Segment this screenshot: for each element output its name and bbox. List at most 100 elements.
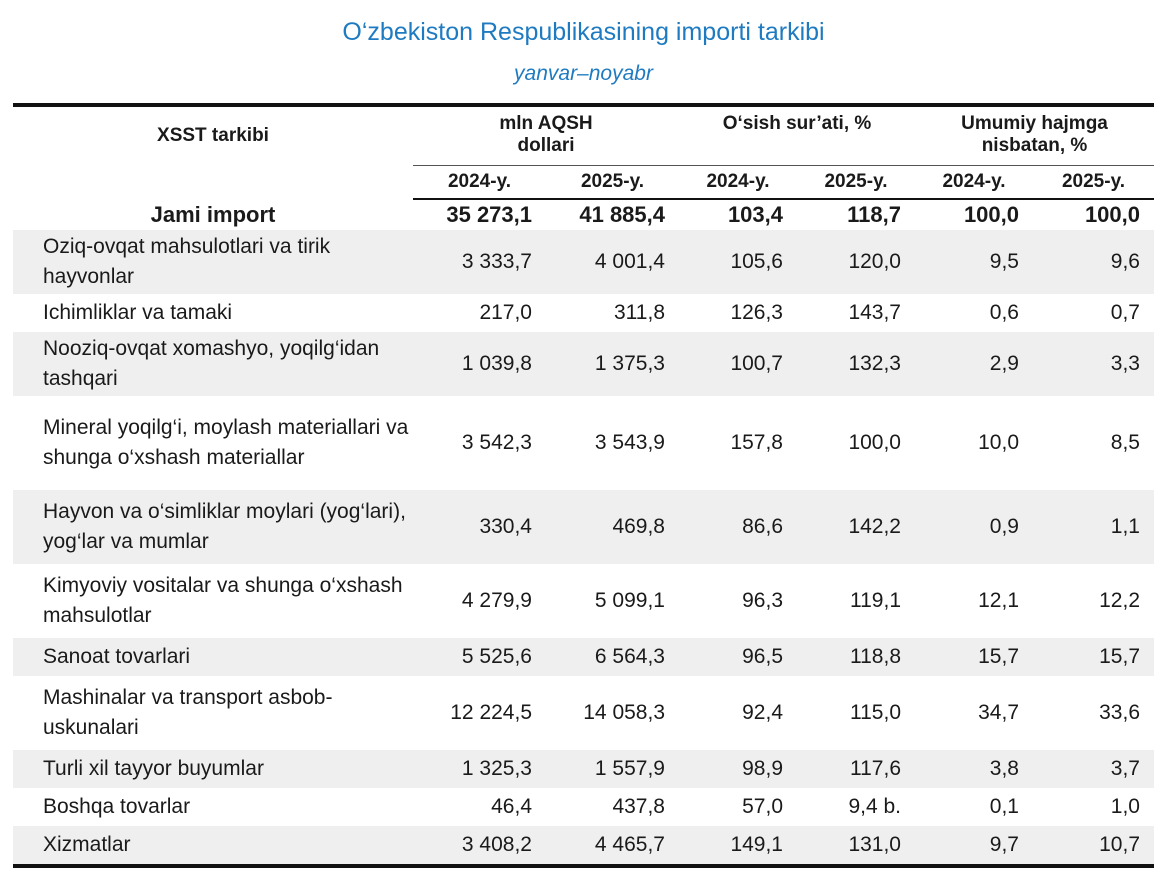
cell-usd-2025: 4 465,7 — [546, 826, 679, 868]
cell-growth-2024: 103,4 — [727, 202, 783, 227]
row-name: Xizmatlar — [13, 826, 413, 868]
row-name: Nooziq-ovqat xomashyo, yoqilg‘idan tashq… — [13, 332, 413, 396]
cell-usd-2024: 3 333,7 — [413, 230, 546, 294]
cell-growth-2025: 118,7 — [847, 202, 901, 227]
table-row: Mashinalar va transport asbob-uskunalari… — [13, 676, 1154, 750]
table-row: Xizmatlar 3 408,2 4 465,7 149,1 131,0 9,7 10,7 — [13, 826, 1154, 868]
header-usd-2024: 2024-y. — [413, 165, 546, 200]
table-row: Sanoat tovarlari 5 525,6 6 564,3 96,5 118,8 1… — [13, 638, 1154, 676]
cell-usd-2025: 1 557,9 — [546, 750, 679, 788]
cell-share-2025: 100,0 — [1084, 202, 1140, 227]
cell-growth-2025: 143,7 — [848, 301, 901, 324]
cell-share-2024: 12,1 — [978, 589, 1019, 612]
header-growth-rate: O‘sish sur’ati, % — [679, 103, 915, 166]
header-growth-2024: 2024-y. — [679, 165, 797, 200]
table-row: Hayvon va o‘simliklar moylari (yog‘lari)… — [13, 490, 1154, 564]
cell-share-2024: 0,1 — [989, 795, 1019, 818]
cell-share-2024: 3,8 — [915, 750, 1033, 788]
cell-share-2024: 0,6 — [989, 301, 1019, 324]
table-row: Mineral yoqilg‘i, moylash materiallari v… — [13, 396, 1154, 490]
cell-usd-2025: 5 099,1 — [594, 589, 665, 612]
table-row: Boshqa tovarlar 46,4 437,8 57,0 9,4 b. 0,1 1,0 — [13, 788, 1154, 826]
cell-growth-2025: 120,0 — [797, 230, 915, 294]
row-name: Turli xil tayyor buyumlar — [13, 750, 413, 788]
cell-growth-2024: 86,6 — [679, 490, 797, 564]
row-name: Jami import — [150, 201, 276, 227]
cell-share-2025: 3,7 — [1033, 750, 1154, 788]
table-row-total: Jami import 35 273,1 41 885,4 103,4 118,… — [13, 199, 1154, 230]
table-row: Kimyoviy vositalar va shunga o‘xshash ma… — [13, 564, 1154, 638]
cell-usd-2025: 1 375,3 — [546, 332, 679, 396]
cell-growth-2025: 118,8 — [797, 638, 915, 676]
cell-growth-2025: 115,0 — [850, 701, 901, 724]
cell-share-2024: 0,9 — [915, 490, 1033, 564]
row-name: Sanoat tovarlari — [13, 638, 413, 676]
cell-usd-2024: 217,0 — [479, 301, 532, 324]
header-share-total: Umumiy hajmga nisbatan, % — [915, 103, 1154, 166]
cell-usd-2025: 469,8 — [546, 490, 679, 564]
cell-share-2024: 2,9 — [915, 332, 1033, 396]
cell-usd-2025: 6 564,3 — [546, 638, 679, 676]
cell-usd-2025: 311,8 — [614, 301, 665, 324]
header-share-2025: 2025-y. — [1033, 165, 1154, 200]
cell-share-2025: 33,6 — [1099, 701, 1140, 724]
cell-share-2024: 100,0 — [963, 202, 1019, 227]
cell-growth-2025: 131,0 — [797, 826, 915, 868]
cell-share-2025: 3,3 — [1033, 332, 1154, 396]
cell-usd-2025: 3 543,9 — [594, 431, 665, 454]
table-title: O‘zbekiston Respublikasining importi tar… — [342, 18, 825, 46]
row-name: Mashinalar va transport asbob-uskunalari — [43, 686, 333, 739]
cell-usd-2024: 1 325,3 — [413, 750, 546, 788]
cell-share-2025: 0,7 — [1110, 301, 1140, 324]
header-mln-usd: mln AQSH dollari — [413, 103, 679, 166]
cell-growth-2025: 117,6 — [797, 750, 915, 788]
cell-usd-2024: 4 279,9 — [461, 589, 532, 612]
cell-usd-2025: 4 001,4 — [546, 230, 679, 294]
row-name: Hayvon va o‘simliklar moylari (yog‘lari)… — [13, 490, 413, 564]
cell-growth-2024: 126,3 — [730, 301, 783, 324]
cell-share-2024: 9,7 — [915, 826, 1033, 868]
cell-growth-2024: 157,8 — [730, 431, 783, 454]
cell-usd-2025: 14 058,3 — [583, 701, 665, 724]
cell-growth-2024: 100,7 — [679, 332, 797, 396]
cell-share-2025: 10,7 — [1033, 826, 1154, 868]
cell-growth-2025: 9,4 b. — [848, 795, 901, 818]
cell-usd-2024: 35 273,1 — [446, 202, 532, 227]
cell-growth-2025: 132,3 — [797, 332, 915, 396]
cell-share-2024: 10,0 — [978, 431, 1019, 454]
cell-share-2025: 12,2 — [1099, 589, 1140, 612]
import-structure-table: XSST tarkibi mln AQSH dollari O‘sish sur… — [13, 103, 1154, 868]
table-subtitle: yanvar–noyabr — [514, 62, 653, 85]
row-name: Boshqa tovarlar — [43, 795, 191, 818]
cell-growth-2024: 96,3 — [742, 589, 783, 612]
cell-share-2024: 34,7 — [978, 701, 1019, 724]
cell-share-2024: 15,7 — [915, 638, 1033, 676]
cell-growth-2024: 92,4 — [742, 701, 783, 724]
cell-growth-2025: 142,2 — [797, 490, 915, 564]
table-row: Nooziq-ovqat xomashyo, yoqilg‘idan tashq… — [13, 332, 1154, 396]
cell-share-2024: 9,5 — [915, 230, 1033, 294]
cell-growth-2024: 98,9 — [679, 750, 797, 788]
cell-usd-2025: 41 885,4 — [579, 202, 665, 227]
cell-usd-2024: 1 039,8 — [413, 332, 546, 396]
table-row: Turli xil tayyor buyumlar 1 325,3 1 557,9 9… — [13, 750, 1154, 788]
cell-growth-2025: 100,0 — [848, 431, 901, 454]
cell-share-2025: 1,0 — [1110, 795, 1140, 818]
cell-share-2025: 15,7 — [1033, 638, 1154, 676]
cell-growth-2024: 96,5 — [679, 638, 797, 676]
cell-usd-2024: 5 525,6 — [413, 638, 546, 676]
cell-growth-2024: 57,0 — [742, 795, 783, 818]
cell-usd-2024: 3 408,2 — [413, 826, 546, 868]
row-name: Kimyoviy vositalar va shunga o‘xshash ma… — [43, 574, 403, 627]
header-xsst: XSST tarkibi — [13, 103, 413, 199]
cell-usd-2024: 330,4 — [413, 490, 546, 564]
cell-share-2025: 8,5 — [1110, 431, 1140, 454]
cell-usd-2024: 3 542,3 — [461, 431, 532, 454]
table-row: Oziq-ovqat mahsulotlari va tirik hayvonl… — [13, 230, 1154, 294]
row-name: Ichimliklar va tamaki — [43, 301, 233, 324]
cell-usd-2024: 12 224,5 — [450, 701, 532, 724]
header-growth-2025: 2025-y. — [797, 165, 915, 200]
cell-usd-2024: 46,4 — [491, 795, 532, 818]
header-usd-2025: 2025-y. — [546, 165, 679, 200]
row-name: Oziq-ovqat mahsulotlari va tirik hayvonl… — [13, 230, 413, 294]
